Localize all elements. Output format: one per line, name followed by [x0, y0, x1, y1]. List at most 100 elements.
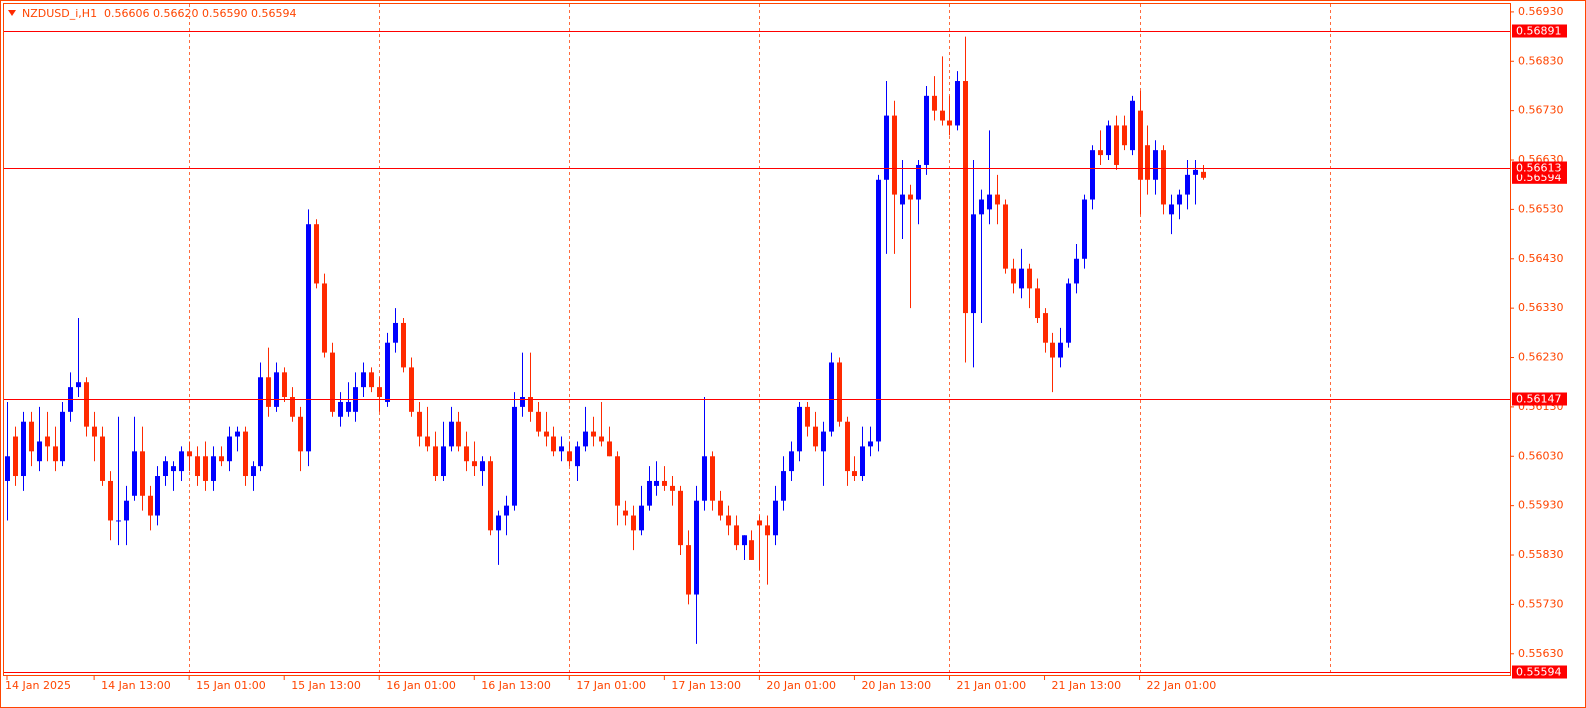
candle-body [227, 436, 232, 462]
candle-body [464, 446, 469, 462]
candle-body [1145, 145, 1150, 180]
candle-body [187, 451, 192, 457]
x-tick-label: 21 Jan 01:00 [956, 679, 1026, 692]
candle-body [1058, 342, 1063, 358]
quote-high: 0.56620 [153, 7, 199, 20]
candle-body [995, 194, 1000, 205]
x-tick-label: 20 Jan 01:00 [766, 679, 836, 692]
candle-body [140, 451, 145, 496]
candle-body [369, 372, 374, 388]
candle-body [346, 401, 351, 412]
candle-body [749, 540, 754, 560]
candle-body [599, 436, 604, 442]
candle-body [219, 456, 224, 462]
candle-body [330, 352, 335, 412]
candle-body [765, 525, 770, 536]
candle-body [710, 456, 715, 501]
level-label: 0.56147 [1516, 393, 1562, 406]
candle-body [1090, 150, 1095, 200]
candle-body [1185, 174, 1190, 195]
candle-body [290, 397, 295, 417]
candle-body [813, 426, 818, 447]
x-tick-label: 14 Jan 13:00 [101, 679, 171, 692]
x-tick-label: 22 Jan 01:00 [1147, 679, 1217, 692]
level-label: 0.55594 [1516, 666, 1562, 679]
candle-body [1011, 268, 1016, 284]
candle-body [251, 466, 256, 477]
candle-body [963, 81, 968, 314]
candle-body [781, 471, 786, 501]
candle-body [837, 362, 842, 422]
candle-body [1035, 288, 1040, 319]
candle-body [1122, 125, 1127, 146]
candle-body [583, 431, 588, 447]
x-tick-label: 15 Jan 13:00 [291, 679, 361, 692]
candle-body [615, 456, 620, 506]
candle-body [480, 461, 485, 472]
candle-body [1066, 283, 1071, 343]
candle-body [678, 490, 683, 546]
candle-body [686, 545, 691, 595]
candle-body [163, 461, 168, 477]
candle-body [924, 95, 929, 165]
candle-body [203, 456, 208, 481]
candle-body [338, 401, 343, 417]
x-tick-label: 16 Jan 01:00 [386, 679, 456, 692]
x-tick-label: 16 Jan 13:00 [481, 679, 551, 692]
candle-body [718, 500, 723, 516]
candle-body [1114, 125, 1119, 165]
candle-body [195, 456, 200, 477]
y-tick-label: 0.56230 [1518, 351, 1564, 364]
y-tick-label: 0.56030 [1518, 449, 1564, 462]
level-label-box [1512, 161, 1567, 175]
candle-body [322, 283, 327, 353]
candle-body [1161, 150, 1166, 205]
x-tick-label: 17 Jan 13:00 [671, 679, 741, 692]
candle-body [274, 372, 279, 407]
candle-body [647, 480, 652, 506]
x-tick-label: 20 Jan 13:00 [861, 679, 931, 692]
candle-body [797, 406, 802, 452]
candle-body [932, 95, 937, 111]
candle-body [805, 406, 810, 427]
y-tick-label: 0.55830 [1518, 548, 1564, 561]
candle-body [852, 471, 857, 477]
candle-body [29, 421, 34, 452]
candle-body [124, 500, 129, 521]
candle-body [559, 446, 564, 452]
candle-body [1169, 204, 1174, 215]
candle-body [908, 194, 913, 200]
candle-body [13, 436, 18, 477]
candle-body [258, 377, 263, 467]
candle-body [314, 224, 319, 284]
level-label-box [1512, 24, 1567, 38]
candle-body [551, 436, 556, 452]
y-tick-label: 0.56330 [1518, 301, 1564, 314]
candle-body [282, 372, 287, 398]
candle-body [306, 224, 311, 452]
y-tick-label: 0.55630 [1518, 647, 1564, 660]
candle-body [1106, 125, 1111, 156]
candle-body [60, 411, 65, 462]
candle-body [868, 441, 873, 447]
quote-open: 0.56606 [104, 7, 150, 20]
candle-body [1003, 204, 1008, 269]
candle-body [757, 520, 762, 526]
candle-body [1082, 199, 1087, 259]
candle-body [45, 436, 50, 447]
candle-body [742, 535, 747, 546]
candle-body [409, 367, 414, 412]
candle-body [116, 520, 121, 522]
candle-body [726, 515, 731, 526]
candle-body [892, 115, 897, 195]
x-tick-label: 14 Jan 2025 [5, 679, 71, 692]
candle-body [5, 456, 10, 481]
candle-body [528, 397, 533, 412]
candle-body [773, 500, 778, 536]
x-tick-label: 15 Jan 01:00 [196, 679, 266, 692]
candle-body [536, 411, 541, 432]
menu-triangle[interactable] [8, 10, 16, 16]
candle-body [171, 466, 176, 472]
y-tick-label: 0.56430 [1518, 252, 1564, 265]
